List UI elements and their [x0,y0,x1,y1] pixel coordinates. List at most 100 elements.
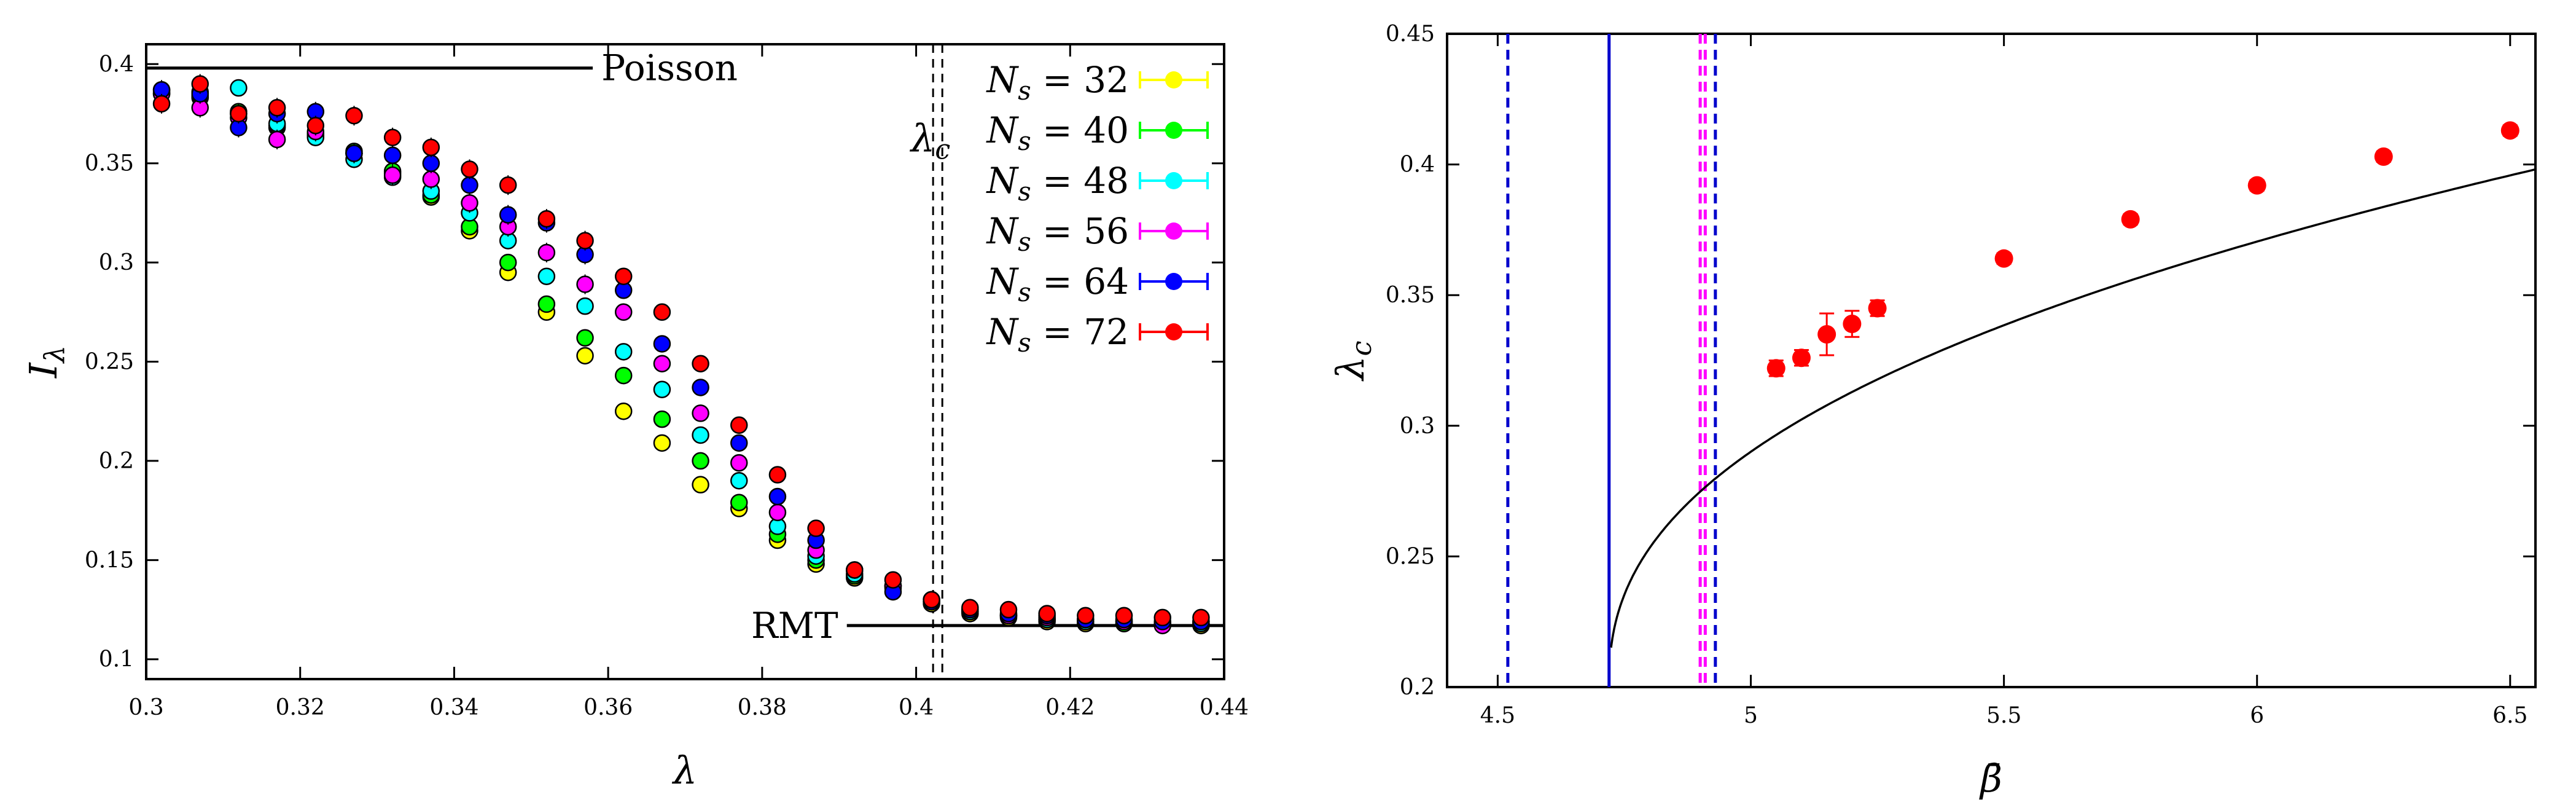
data-point [1077,607,1095,624]
data-point [1868,299,1887,318]
data-point [692,476,709,493]
y-axis-title: λc [1328,340,1378,382]
legend-label-5: Ns = 64 [986,261,1129,307]
data-point [268,99,286,117]
data-point [653,303,671,321]
data-point [1192,608,1210,627]
data-point [383,166,402,184]
data-point [1115,607,1133,624]
x-tick-label: 0.36 [584,695,633,720]
data-point [961,599,979,617]
data-point [614,366,633,385]
data-point [2247,176,2266,195]
data-point [422,138,440,157]
data-point [230,79,248,97]
data-point [768,466,787,484]
data-point [730,493,748,511]
legend-label-6: Ns = 72 [986,311,1129,358]
data-point [537,295,556,313]
data-point [692,355,709,372]
x-tick-label: 0.3 [128,695,163,720]
x-tick-label: 6.5 [2492,703,2527,728]
data-point [1792,348,1811,368]
x-tick-label: 0.44 [1200,695,1249,720]
data-point [1766,359,1786,378]
data-point [768,503,787,522]
data-point [499,176,517,194]
x-tick-label: 0.42 [1045,695,1095,720]
data-point [653,380,671,398]
data-point [653,335,671,353]
data-point [345,144,363,162]
legend-marker [1165,71,1182,88]
data-point [422,154,440,172]
x-tick-label: 0.4 [899,695,934,720]
x-tick-label: 0.32 [276,695,325,720]
x-tick-label: 0.34 [429,695,478,720]
data-point [730,416,748,434]
x-tick-label: 6 [2250,703,2264,728]
data-point [653,434,671,452]
data-point [1153,608,1171,627]
x-tick-label: 5 [1744,703,1758,728]
data-point [614,303,633,321]
y-tick-label: 0.25 [1386,544,1435,569]
plot-frame [1446,33,2537,688]
data-point [422,170,440,188]
data-point [730,434,748,452]
y-tick-label: 0.45 [1386,22,1435,47]
data-point [2121,210,2140,229]
data-point [692,379,709,396]
y-tick-label: 0.2 [1400,675,1435,700]
data-point [1843,314,1862,333]
data-point [268,130,286,149]
legend-marker [1165,172,1182,189]
y-tick-label: 0.15 [85,548,134,573]
data-point [692,404,709,422]
legend-marker [1165,323,1182,340]
data-point [768,487,787,506]
x-tick-label: 0.38 [738,695,787,720]
legend-label-1: Ns = 32 [986,59,1129,106]
y-tick-label: 0.35 [85,151,134,176]
data-point [653,355,671,372]
series-lambdac [1766,121,2519,378]
legend-label-4: Ns = 56 [986,210,1129,257]
data-point [1038,605,1056,623]
chart-right-lambdac-vs-beta: 4.5 5 5.5 6 6.5 0.2 0.25 0.3 0.35 0.4 0.45 β̄ λc [1328,22,2537,801]
data-point [461,176,478,194]
x-tick-label: 5.5 [1986,703,2021,728]
data-point [499,206,517,224]
data-point [2374,147,2393,166]
y-tick-label: 0.25 [85,350,134,375]
x-axis-title: λ [671,748,697,793]
y-tick-label: 0.1 [99,647,134,672]
data-point [576,232,594,250]
y-tick-label: 0.4 [1400,152,1435,178]
y-tick-label: 0.4 [99,52,134,77]
data-point [306,117,325,135]
data-point [230,104,248,123]
data-point [807,519,825,537]
fit-curve [1610,168,2536,648]
data-point [383,128,402,146]
data-point [1994,249,2013,268]
data-point [923,591,940,609]
data-point [191,75,209,93]
y-tick-label: 0.3 [99,250,134,275]
data-point [730,471,748,490]
legend-marker [1165,122,1182,139]
data-point [692,452,709,470]
x-axis-title: β̄ [1979,756,2002,801]
poisson-label: Poisson [601,47,738,89]
y-axis-title: Iλ [21,345,71,379]
legend-label-2: Ns = 40 [986,109,1129,156]
y-tick-label: 0.2 [99,449,134,474]
data-point [345,106,363,125]
data-point [614,343,633,361]
data-point [461,160,478,178]
data-point [692,426,709,444]
data-point [576,275,594,293]
data-point [537,267,556,285]
